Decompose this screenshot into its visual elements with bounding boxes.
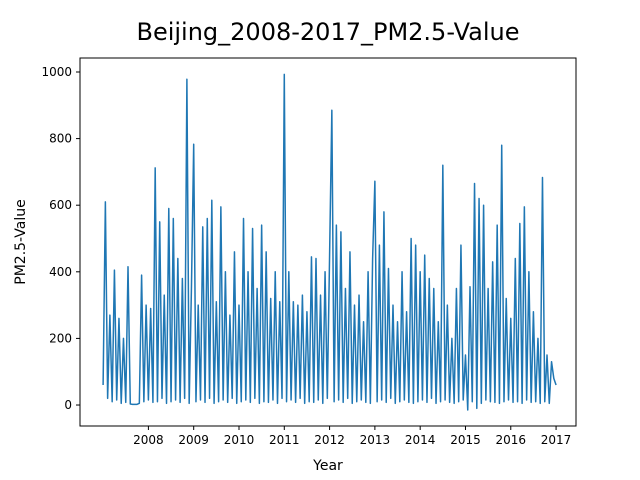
x-tick-label: 2015 [450,433,481,447]
chart-title: Beijing_2008-2017_PM2.5-Value [136,18,519,46]
x-tick-label: 2016 [495,433,526,447]
data-line [102,73,557,411]
y-tick-label: 1000 [41,65,72,79]
y-tick-label: 0 [64,398,72,412]
x-tick-label: 2017 [541,433,572,447]
x-axis-label: Year [312,458,343,474]
plot-frame [79,57,577,427]
x-tick-label: 2011 [269,433,300,447]
y-tick-label: 400 [49,265,72,279]
y-axis-label: PM2.5-Value [13,199,29,284]
y-tick-label: 800 [49,132,72,146]
x-tick-label: 2009 [178,433,209,447]
y-tick-label: 200 [49,331,72,345]
x-tick-label: 2014 [405,433,436,447]
y-tick-label: 600 [49,198,72,212]
x-tick-label: 2010 [224,433,255,447]
x-tick-label: 2008 [133,433,164,447]
x-tick-label: 2013 [360,433,391,447]
x-tick-label: 2012 [314,433,345,447]
